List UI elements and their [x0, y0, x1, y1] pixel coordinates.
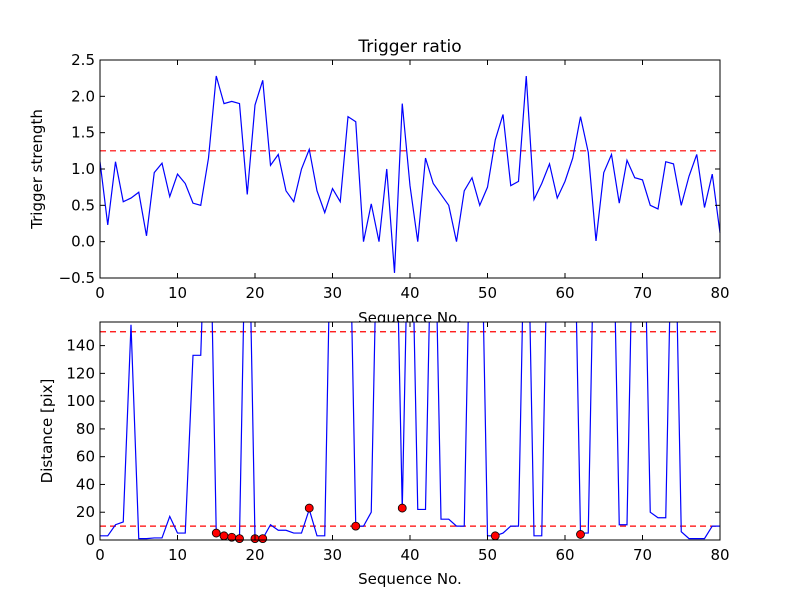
trigger-y-axis-label: Trigger strength: [28, 109, 46, 230]
distance-y-axis-label: Distance [pix]: [38, 379, 56, 484]
distance-marker-5: [258, 534, 268, 544]
distance-marker-10: [576, 530, 585, 539]
trigger-x-tick-label-2: 20: [245, 284, 264, 302]
trigger-y-tick-label-2: 0.5: [71, 196, 95, 214]
distance-x-tick-label-2: 20: [245, 546, 264, 564]
distance-x-tick-label-6: 60: [555, 546, 574, 564]
distance-marker-group: [211, 503, 585, 544]
trigger-x-tick-label-1: 10: [168, 284, 187, 302]
trigger-y-tick-label-6: 2.5: [71, 51, 95, 69]
distance-series-group: [100, 322, 720, 540]
trigger-x-tick-label-8: 80: [710, 284, 729, 302]
distance-marker-0: [211, 528, 221, 538]
trigger-y-ticks: −0.5 0.0 0.5 1.0 1.5 2.0 2.5: [59, 51, 720, 287]
distance-y-ticks: 0 20 40 60 80 100 120 140: [66, 337, 720, 549]
distance-marker-1: [219, 531, 229, 541]
trigger-y-tick-label-3: 1.0: [71, 160, 95, 178]
trigger-x-tick-label-5: 50: [478, 284, 497, 302]
distance-marker-3: [235, 534, 244, 544]
distance-x-tick-label-8: 80: [710, 546, 729, 564]
distance-plot-area: [100, 322, 720, 540]
trigger-x-tick-label-3: 30: [323, 284, 342, 302]
distance-x-tick-label-0: 0: [95, 546, 105, 564]
distance-chart-plot: 0 10 20 30 40 50 60 70 80 0 20 40 60 80 100 120 140: [66, 321, 730, 564]
distance-y-tick-label-4: 80: [76, 420, 95, 438]
distance-x-ticks: 0 10 20 30 40 50 60 70 80: [95, 322, 730, 564]
distance-marker-8: [397, 503, 407, 513]
trigger-series-line: [99, 75, 721, 273]
trigger-plot-area: [100, 60, 720, 278]
trigger-x-tick-label-6: 60: [555, 284, 574, 302]
distance-x-tick-label-5: 50: [478, 546, 497, 564]
distance-series-line: [100, 322, 720, 540]
trigger-y-tick-label-5: 2.0: [71, 87, 95, 105]
distance-x-tick-label-1: 10: [168, 546, 187, 564]
distance-chart: 0 10 20 30 40 50 60 70 80 0 20 40 60 80 100 120 140 Seq…: [38, 321, 730, 588]
trigger-x-tick-label-7: 70: [633, 284, 652, 302]
distance-x-tick-label-7: 70: [633, 546, 652, 564]
trigger-chart-plot: 0 10 20 30 40 50 60 70 80 −0.5 0.0 0.5 1.0 1.5 2.0 2.5: [59, 51, 730, 302]
distance-x-tick-label-3: 30: [323, 546, 342, 564]
trigger-x-tick-label-4: 40: [400, 284, 419, 302]
distance-y-tick-label-7: 140: [66, 337, 95, 355]
trigger-x-tick-label-0: 0: [95, 284, 105, 302]
trigger-x-ticks: 0 10 20 30 40 50 60 70 80: [95, 60, 730, 302]
trigger-chart: Trigger ratio 0 10 20 30 40 50 60 70 80 −0.50.00…: [28, 37, 730, 327]
trigger-y-tick-label-0: −0.5: [59, 269, 95, 287]
distance-x-tick-label-4: 40: [400, 546, 419, 564]
distance-y-tick-label-2: 40: [76, 475, 95, 493]
distance-y-tick-label-0: 0: [85, 531, 95, 549]
trigger-y-tick-label-4: 1.5: [71, 124, 95, 142]
distance-x-axis-label: Sequence No.: [358, 570, 462, 588]
distance-y-tick-label-5: 100: [66, 392, 95, 410]
distance-y-tick-label-1: 20: [76, 503, 95, 521]
distance-marker-9: [490, 531, 500, 541]
distance-marker-7: [351, 521, 361, 531]
trigger-series-group: [99, 75, 721, 273]
trigger-y-tick-label-1: 0.0: [71, 233, 95, 251]
trigger-chart-title: Trigger ratio: [357, 37, 461, 57]
distance-threshold-group: [100, 331, 720, 527]
distance-y-tick-label-6: 120: [66, 364, 95, 382]
distance-y-tick-label-3: 60: [76, 448, 95, 466]
distance-marker-6: [304, 503, 314, 513]
